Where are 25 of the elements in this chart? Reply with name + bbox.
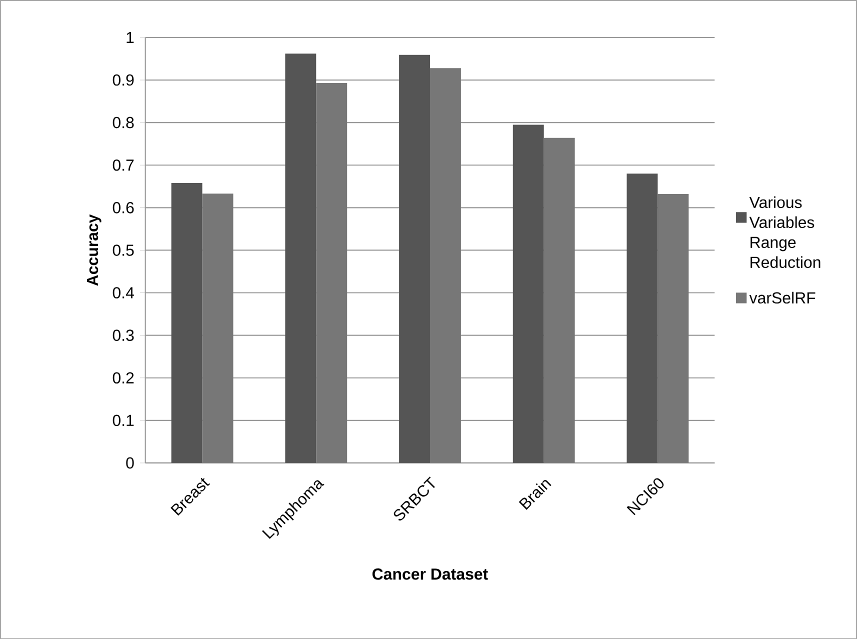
y-tick-label: 1 — [126, 32, 134, 43]
y-tick-label: 0 — [126, 457, 134, 468]
bar — [171, 182, 202, 463]
bar — [285, 54, 316, 463]
y-tick-label: 0.9 — [112, 74, 134, 86]
y-tick-label: 0.8 — [112, 116, 134, 128]
y-tick-label: 0.2 — [112, 372, 134, 384]
legend-label: varSelRF — [749, 292, 816, 304]
bar — [544, 138, 575, 463]
y-tick-label: 0.5 — [112, 244, 134, 256]
y-tick-label: 0.6 — [112, 202, 134, 214]
bar — [658, 194, 689, 463]
x-axis-title: Cancer Dataset — [372, 568, 488, 580]
y-tick-label: 0.4 — [112, 286, 134, 298]
y-tick-label: 0.1 — [112, 414, 134, 426]
legend-label: Various Variables Range Reduction — [749, 196, 820, 268]
y-tick-label: 0.3 — [112, 330, 134, 341]
y-axis-title: Accuracy — [87, 214, 102, 286]
bar — [512, 124, 544, 463]
bar — [430, 68, 461, 463]
bar — [399, 54, 430, 463]
bar — [316, 82, 348, 463]
y-tick-label: 0.7 — [112, 159, 134, 171]
bar — [626, 174, 658, 463]
bar — [202, 194, 234, 463]
